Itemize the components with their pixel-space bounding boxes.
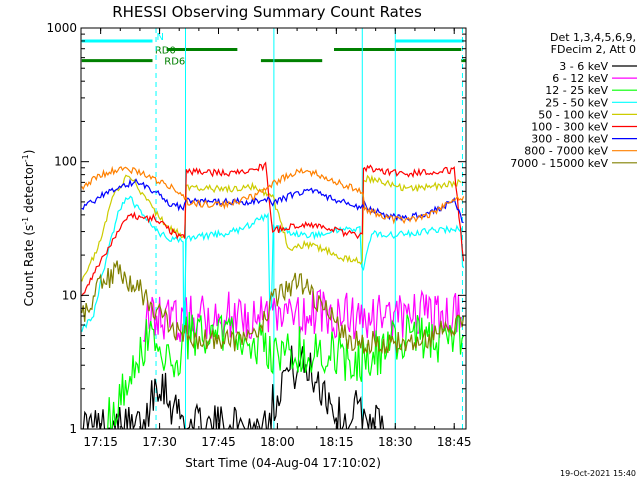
legend: Det 1,3,4,5,6,9, FDecim 2, Att 0 3 - 6 k… — [510, 31, 637, 170]
legend-label: 800 - 7000 keV — [524, 145, 608, 158]
flag-label: RD0 — [155, 46, 176, 57]
chart-title: RHESSI Observing Summary Count Rates — [112, 3, 422, 21]
x-tick-label: 18:15 — [319, 435, 354, 449]
legend-label: 3 - 6 keV — [559, 60, 608, 73]
x-tick-label: 18:30 — [378, 435, 413, 449]
series-line — [81, 345, 385, 429]
series-line — [107, 311, 465, 429]
x-axis-label: Start Time (04-Aug-04 17:10:02) — [185, 456, 381, 470]
legend-header-line-2: FDecim 2, Att 0 — [551, 43, 636, 56]
series-line — [81, 195, 465, 332]
series-line — [81, 161, 465, 297]
legend-label: 25 - 50 keV — [545, 96, 608, 109]
y-axis-label: Count Rate (s-1 detector-1) — [21, 150, 36, 307]
series-line — [81, 260, 465, 355]
y-tick-label: 100 — [54, 155, 77, 169]
x-tick-label: 18:45 — [437, 435, 472, 449]
flag-label: N — [156, 32, 163, 43]
legend-header-line-1: Det 1,3,4,5,6,9, — [550, 31, 636, 44]
series-line — [81, 165, 465, 225]
legend-label: 300 - 800 keV — [531, 133, 608, 146]
timestamp: 19-Oct-2021 15:40 — [560, 469, 636, 478]
flag-label: RD6 — [164, 57, 185, 68]
legend-label: 12 - 25 keV — [545, 84, 608, 97]
legend-label: 6 - 12 keV — [552, 72, 608, 85]
series-line — [81, 178, 464, 224]
legend-label: 7000 - 15000 keV — [510, 157, 608, 170]
y-tick-label: 1 — [69, 422, 77, 436]
series-line — [81, 174, 462, 282]
x-tick-label: 17:30 — [142, 435, 177, 449]
x-tick-label: 17:45 — [201, 435, 236, 449]
y-tick-label: 1000 — [46, 21, 77, 35]
y-tick-label: 10 — [62, 288, 77, 302]
plot-frame — [80, 27, 467, 430]
y-axis: 1 10 100 1000 — [46, 21, 466, 436]
legend-label: 100 - 300 keV — [531, 121, 608, 134]
x-tick-label: 18:00 — [260, 435, 295, 449]
legend-label: 50 - 100 keV — [538, 108, 608, 121]
x-tick-label: 17:15 — [83, 435, 118, 449]
series-layer — [81, 161, 465, 429]
x-axis: 17:15 17:30 17:45 18:00 18:15 18:30 18:45 — [80, 28, 472, 449]
